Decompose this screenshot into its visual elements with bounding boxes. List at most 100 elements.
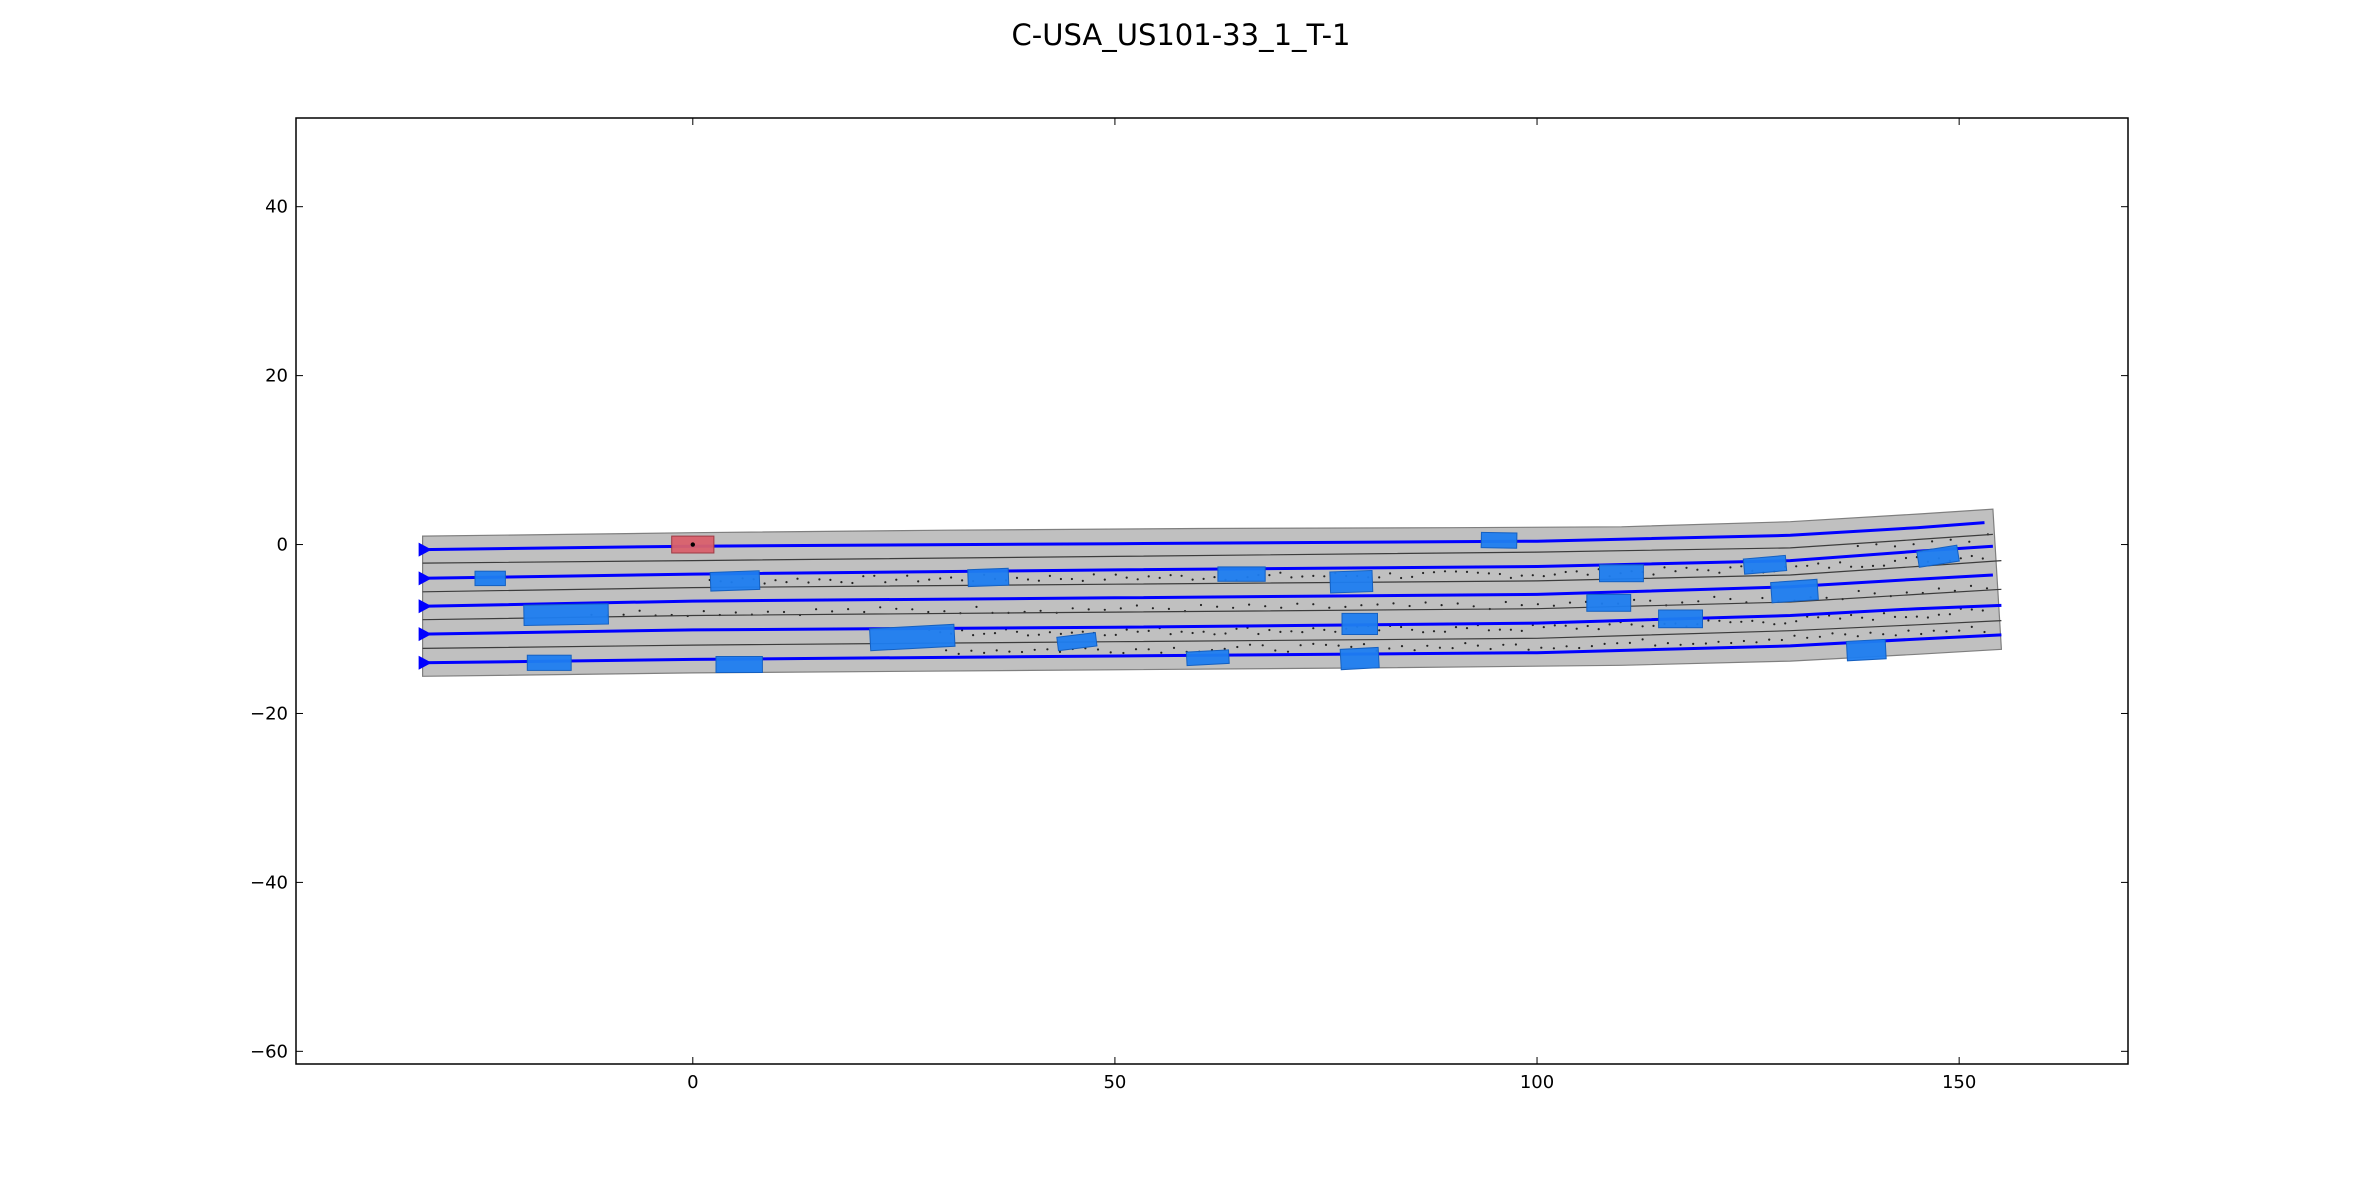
lane-divider-3 xyxy=(422,588,2002,621)
trajectory-dot xyxy=(1344,605,1347,609)
trajectory-dot xyxy=(1893,615,1897,619)
trajectory-dot xyxy=(1092,573,1095,576)
trajectory-dot xyxy=(1970,554,1973,558)
trajectory-dot xyxy=(774,579,777,582)
trajectory-dot xyxy=(1981,609,1984,612)
trajectory-dot xyxy=(1949,538,1952,541)
plot-area xyxy=(418,508,2003,677)
trajectory-dot xyxy=(1169,574,1172,577)
trajectory-dot xyxy=(1932,629,1935,632)
trajectory-dot xyxy=(1147,575,1150,578)
lane-divider-2 xyxy=(422,560,2002,593)
trajectory-dot xyxy=(1839,561,1842,564)
trajectory-dot xyxy=(1122,651,1125,655)
trajectory-dot xyxy=(1096,648,1100,651)
lane-divider-4 xyxy=(422,620,2002,649)
trajectory-dot xyxy=(1793,634,1796,637)
trajectory-dot xyxy=(1520,574,1523,577)
vehicle xyxy=(1185,649,1230,667)
trajectory-dot xyxy=(815,608,818,611)
trajectory-dot xyxy=(831,610,834,613)
trajectory-dot xyxy=(1037,579,1040,582)
trajectory-dot xyxy=(1882,633,1885,636)
trajectory-dot xyxy=(1937,613,1940,616)
trajectory-dot xyxy=(1553,624,1556,627)
trajectory-dot xyxy=(1564,624,1567,627)
trajectory-dot xyxy=(1236,645,1239,649)
trajectory-dot xyxy=(1432,571,1436,574)
trajectory-dot xyxy=(1443,630,1447,633)
trajectory-dot xyxy=(1718,571,1721,574)
trajectory-dot xyxy=(1411,628,1414,631)
trajectory-dot xyxy=(1487,572,1490,575)
trajectory-dot xyxy=(1119,607,1122,610)
trajectory-dot xyxy=(1920,632,1923,636)
trajectory-dot xyxy=(945,649,948,652)
trajectory-dot xyxy=(1440,604,1443,607)
trajectory-dot xyxy=(1039,609,1042,612)
trajectory-dot xyxy=(1652,624,1655,628)
trajectory-dot xyxy=(1279,630,1282,634)
lane-start-marker xyxy=(418,655,432,670)
trajectory-dot xyxy=(1542,626,1545,629)
trajectory-dot xyxy=(862,575,865,578)
trajectory-dot xyxy=(1350,645,1353,649)
trajectory-dot xyxy=(1048,631,1051,634)
trajectory-dot xyxy=(1268,628,1271,632)
trajectory-dot xyxy=(1970,625,1973,629)
trajectory-dot xyxy=(1059,632,1062,636)
trajectory-dot xyxy=(1875,543,1878,546)
vehicle xyxy=(715,656,763,673)
trajectory-dot xyxy=(1959,557,1962,560)
trajectory-dot xyxy=(1454,570,1458,573)
trajectory-dot xyxy=(1103,578,1106,581)
trajectory-dot xyxy=(851,581,854,585)
trajectory-dot xyxy=(1235,627,1238,630)
trajectory-dot xyxy=(1761,596,1764,600)
trajectory-dot xyxy=(1167,607,1170,611)
trajectory-dot xyxy=(1553,573,1556,576)
trajectory-dot xyxy=(1871,564,1875,568)
x-tick-label: 50 xyxy=(1103,1072,1126,1093)
trajectory-dot xyxy=(1109,651,1112,654)
trajectory-dot xyxy=(1411,575,1414,579)
trajectory-dot xyxy=(1633,598,1636,602)
trajectory-dot xyxy=(1697,600,1700,603)
trajectory-dot xyxy=(1856,544,1859,548)
lane-start-marker xyxy=(418,571,432,586)
trajectory-dot xyxy=(1948,613,1951,616)
chart-title: C-USA_US101-33_1_T-1 xyxy=(1012,18,1351,52)
trajectory-dot xyxy=(863,610,866,614)
trajectory-dot xyxy=(1564,570,1567,574)
trajectory-dot xyxy=(939,577,942,580)
trajectory-dot xyxy=(1882,564,1886,567)
trajectory-dot xyxy=(1740,565,1743,568)
vehicle xyxy=(1742,554,1788,575)
trajectory-dot xyxy=(1568,601,1572,604)
trajectory-dot xyxy=(1299,644,1302,647)
lane-centerline-5 xyxy=(422,633,2002,665)
trajectory-dot xyxy=(1008,650,1011,653)
trajectory-dot xyxy=(766,610,770,613)
trajectory-dot xyxy=(1630,623,1633,626)
trajectory-dot xyxy=(1498,628,1501,631)
trajectory-dot xyxy=(1213,633,1216,636)
trajectory-dot xyxy=(1861,565,1864,569)
trajectory-dot xyxy=(1360,604,1363,607)
trajectory-dot xyxy=(1248,603,1251,606)
trajectory-dot xyxy=(1857,589,1860,593)
trajectory-dot xyxy=(1081,630,1084,633)
trajectory-dot xyxy=(1768,638,1771,641)
y-tick-label: 20 xyxy=(265,366,288,387)
trajectory-dot xyxy=(1136,630,1139,633)
trajectory-dot xyxy=(1191,631,1194,635)
trajectory-dot xyxy=(983,651,986,655)
trajectory-dot xyxy=(879,606,882,609)
trajectory-dot xyxy=(1125,628,1128,631)
trajectory-dot xyxy=(1869,631,1872,634)
trajectory-dot xyxy=(1279,571,1282,574)
trajectory-dot xyxy=(1476,571,1479,574)
trajectory-dot xyxy=(1224,632,1227,635)
trajectory-dot xyxy=(1451,647,1454,650)
trajectory-dot xyxy=(1953,589,1956,592)
